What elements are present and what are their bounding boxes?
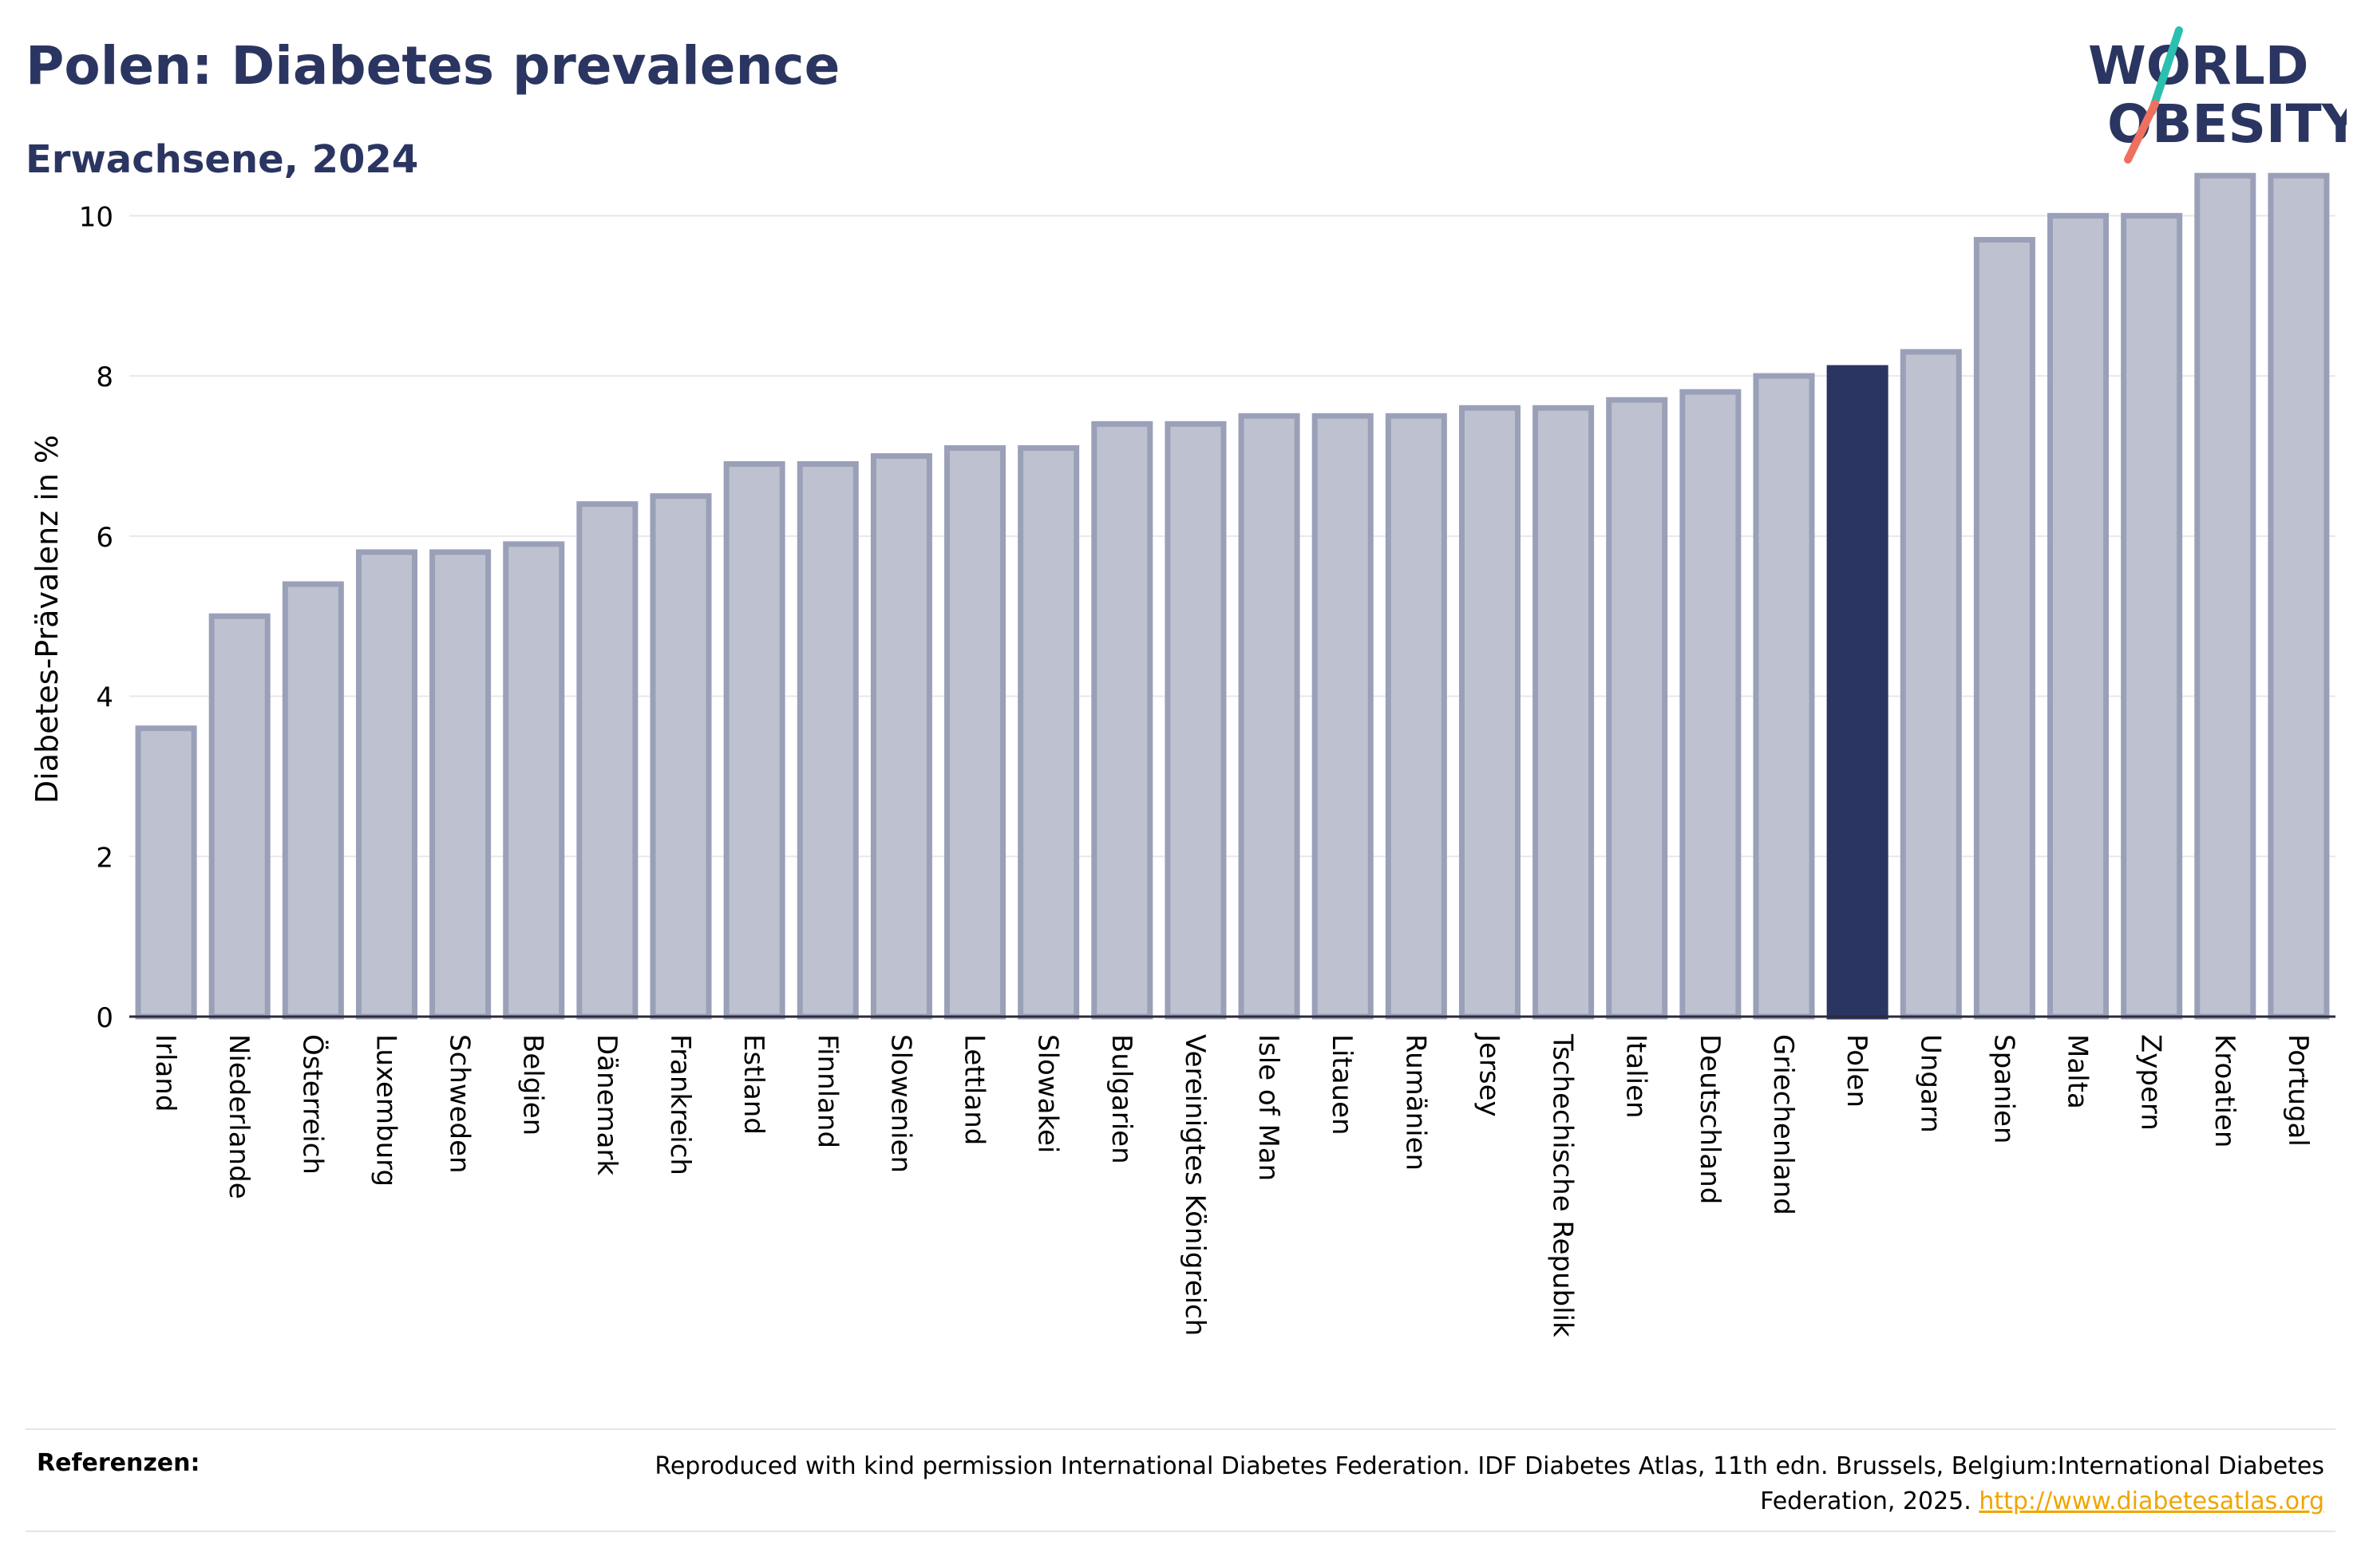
y-tick-label: 10 bbox=[79, 201, 113, 233]
x-tick-label: Malta bbox=[2062, 1034, 2094, 1109]
y-tick-label: 0 bbox=[96, 1002, 113, 1034]
x-tick-label: Deutschland bbox=[1694, 1034, 1726, 1204]
bar-jersey bbox=[1458, 405, 1521, 1020]
bar-irland bbox=[135, 725, 197, 1020]
world-obesity-logo: WORLD OBESITY bbox=[2088, 26, 2347, 164]
y-axis-title: Diabetes-Prävalenz in % bbox=[30, 435, 65, 804]
logo-slash-bottom bbox=[2124, 100, 2159, 164]
bar-italien bbox=[1606, 397, 1668, 1020]
x-tick-label: Slowakei bbox=[1032, 1034, 1064, 1153]
x-tick-label: Isle of Man bbox=[1252, 1034, 1284, 1181]
bar-lettland bbox=[944, 444, 1006, 1020]
x-tick-label: Schweden bbox=[444, 1034, 476, 1174]
x-tick-label: Dänemark bbox=[591, 1034, 623, 1175]
chart-title: Polen: Diabetes prevalence bbox=[26, 35, 840, 97]
reference-link[interactable]: http://www.diabetesatlas.org bbox=[1979, 1487, 2324, 1515]
x-tick-label: Kroatien bbox=[2209, 1034, 2240, 1147]
x-tick-label: Zypern bbox=[2135, 1034, 2167, 1131]
y-tick-label: 8 bbox=[96, 361, 113, 393]
bar-luxemburg bbox=[355, 549, 417, 1020]
x-tick-label: Österreich bbox=[296, 1034, 329, 1175]
bar-dänemark bbox=[576, 501, 639, 1020]
x-tick-label: Jersey bbox=[1473, 1033, 1505, 1117]
bars bbox=[135, 172, 2330, 1020]
chart-subtitle: Erwachsene, 2024 bbox=[26, 137, 419, 182]
y-tick-label: 2 bbox=[96, 842, 113, 874]
bar-zypern bbox=[2121, 212, 2183, 1020]
reference-text: Reproduced with kind permission Internat… bbox=[655, 1452, 2324, 1515]
x-tick-label: Italien bbox=[1620, 1034, 1652, 1119]
x-tick-label: Portugal bbox=[2282, 1034, 2314, 1147]
x-tick-label: Luxemburg bbox=[370, 1034, 401, 1187]
bar-belgien bbox=[503, 541, 565, 1020]
x-tick-label: Lettland bbox=[959, 1034, 991, 1145]
bar-schweden bbox=[429, 549, 492, 1020]
bar-spanien bbox=[1973, 236, 2035, 1020]
references-label: Referenzen: bbox=[37, 1449, 200, 1477]
x-tick-label: Niederlande bbox=[223, 1034, 255, 1199]
x-tick-label: Griechenland bbox=[1767, 1034, 1799, 1215]
bar-slowakei bbox=[1018, 444, 1080, 1020]
y-tick-label: 4 bbox=[96, 682, 113, 714]
bar-polen bbox=[1826, 365, 1888, 1020]
x-tick-label: Belgien bbox=[517, 1034, 549, 1136]
x-tick-labels: Irland Niederlande Österreich Luxemburg Schw… bbox=[149, 1033, 2314, 1337]
bar-chart: 0 2 4 6 8 10 Irland Niederlande Österreich Luxem… bbox=[30, 172, 2335, 1337]
bar-portugal bbox=[2268, 172, 2330, 1020]
x-tick-label: Spanien bbox=[1987, 1034, 2019, 1143]
x-tick-label: Irland bbox=[149, 1034, 181, 1112]
x-tick-label: Finnland bbox=[811, 1034, 843, 1148]
bar-vereinigtes-königreich bbox=[1165, 421, 1227, 1020]
y-tick-labels: 0 2 4 6 8 10 bbox=[79, 201, 113, 1034]
x-tick-label: Litauen bbox=[1326, 1034, 1358, 1136]
bar-malta bbox=[2047, 212, 2110, 1020]
x-tick-label: Slowenien bbox=[884, 1034, 916, 1173]
references-footer: Referenzen: Reproduced with kind permiss… bbox=[26, 1428, 2335, 1532]
bar-ungarn bbox=[1900, 349, 1962, 1020]
bar-rumänien bbox=[1385, 413, 1447, 1020]
x-tick-label: Bulgarien bbox=[1105, 1034, 1137, 1164]
bar-tschechische-republik bbox=[1532, 405, 1595, 1020]
x-tick-label: Vereinigtes Königreich bbox=[1179, 1034, 1211, 1336]
x-tick-label: Ungarn bbox=[1914, 1034, 1946, 1133]
bar-finnland bbox=[797, 460, 859, 1020]
bar-isle-of-man bbox=[1238, 413, 1300, 1020]
bar-österreich bbox=[282, 581, 344, 1020]
bar-slowenien bbox=[870, 452, 932, 1020]
logo-slash-top bbox=[2148, 26, 2183, 116]
x-tick-label: Polen bbox=[1841, 1034, 1873, 1108]
bar-bulgarien bbox=[1091, 421, 1153, 1020]
grid-lines bbox=[129, 215, 2335, 858]
bar-litauen bbox=[1311, 413, 1374, 1020]
x-tick-label: Tschechische Republik bbox=[1547, 1033, 1579, 1337]
x-tick-label: Rumänien bbox=[1399, 1034, 1431, 1171]
bar-niederlande bbox=[208, 613, 271, 1020]
bar-estland bbox=[723, 460, 785, 1020]
x-tick-label: Frankreich bbox=[664, 1034, 696, 1175]
reference-text-block: Reproduced with kind permission Internat… bbox=[568, 1449, 2324, 1519]
y-tick-label: 6 bbox=[96, 522, 113, 554]
bar-frankreich bbox=[650, 493, 712, 1020]
bar-griechenland bbox=[1753, 373, 1815, 1020]
bar-deutschland bbox=[1679, 389, 1742, 1020]
bar-kroatien bbox=[2194, 172, 2256, 1020]
logo-line-world: WORLD bbox=[2088, 35, 2309, 97]
x-tick-label: Estland bbox=[738, 1034, 769, 1135]
